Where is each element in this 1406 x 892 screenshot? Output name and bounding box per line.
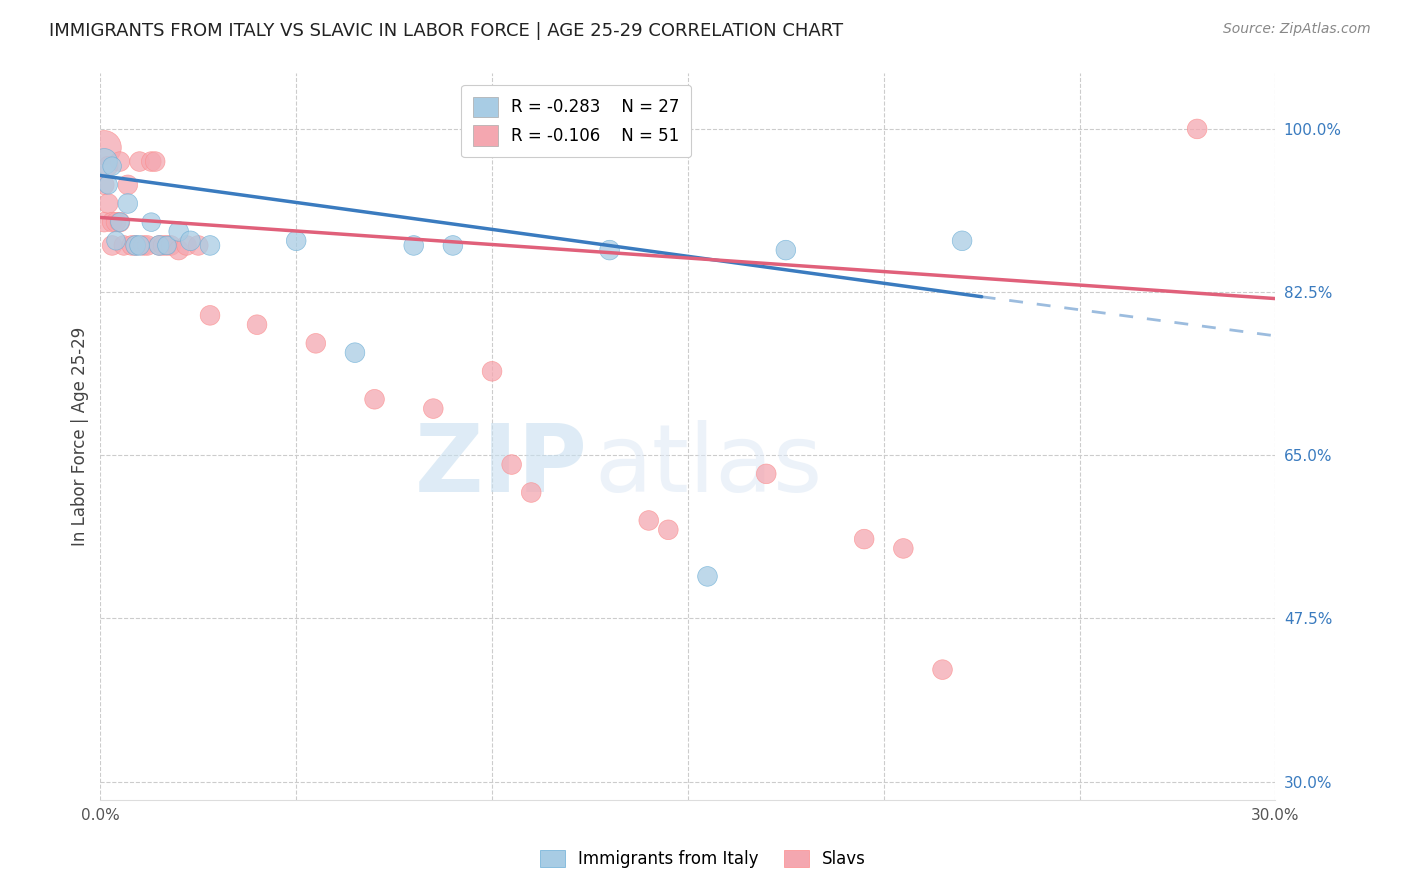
Point (121, 238, 143, 252)
Point (93, 140, 115, 154)
Point (891, 541, 914, 556)
Point (148, 238, 170, 252)
Point (305, 336, 328, 351)
Point (141, 154, 163, 169)
Point (775, 243, 797, 257)
Point (501, 458, 523, 472)
Point (117, 178, 139, 192)
Point (160, 238, 183, 252)
Point (1185, 122, 1208, 136)
Point (108, 215, 131, 229)
Point (637, 513, 659, 527)
Point (179, 234, 201, 248)
Point (148, 238, 170, 252)
Point (117, 196, 139, 211)
Point (156, 238, 179, 252)
Point (422, 401, 444, 416)
Point (198, 309, 221, 323)
Text: atlas: atlas (593, 419, 823, 512)
Text: ZIP: ZIP (415, 419, 588, 512)
Point (167, 224, 190, 238)
Point (343, 345, 366, 359)
Y-axis label: In Labor Force | Age 25-29: In Labor Force | Age 25-29 (72, 327, 89, 546)
Point (481, 364, 503, 378)
Point (657, 523, 679, 537)
Point (124, 238, 146, 252)
Point (124, 238, 146, 252)
Point (187, 238, 209, 252)
Point (128, 238, 150, 252)
Point (101, 238, 124, 252)
Point (105, 215, 128, 229)
Point (143, 154, 166, 169)
Point (198, 238, 221, 252)
Point (931, 663, 953, 677)
Legend: Immigrants from Italy, Slavs: Immigrants from Italy, Slavs (533, 843, 873, 875)
Point (141, 215, 163, 229)
Point (108, 215, 131, 229)
Point (93, 154, 115, 169)
Point (128, 154, 150, 169)
Point (152, 238, 174, 252)
Point (108, 154, 131, 169)
Point (755, 467, 778, 481)
Point (520, 485, 543, 500)
Point (363, 392, 385, 407)
Point (93, 215, 115, 229)
Legend: R = -0.283    N = 27, R = -0.106    N = 51: R = -0.283 N = 27, R = -0.106 N = 51 (461, 85, 692, 157)
Point (136, 238, 159, 252)
Point (285, 234, 308, 248)
Point (402, 238, 425, 252)
Text: Source: ZipAtlas.com: Source: ZipAtlas.com (1223, 22, 1371, 37)
Point (132, 238, 155, 252)
Point (105, 234, 128, 248)
Point (97, 159, 120, 173)
Point (853, 532, 876, 546)
Point (599, 243, 621, 257)
Point (176, 238, 198, 252)
Point (101, 159, 124, 173)
Point (112, 238, 135, 252)
Text: IMMIGRANTS FROM ITALY VS SLAVIC IN LABOR FORCE | AGE 25-29 CORRELATION CHART: IMMIGRANTS FROM ITALY VS SLAVIC IN LABOR… (49, 22, 844, 40)
Point (93, 178, 115, 192)
Point (156, 238, 179, 252)
Point (441, 238, 464, 252)
Point (101, 215, 124, 229)
Point (696, 569, 718, 583)
Point (246, 318, 269, 332)
Point (167, 243, 190, 257)
Point (950, 234, 973, 248)
Point (97, 178, 120, 192)
Point (97, 196, 120, 211)
